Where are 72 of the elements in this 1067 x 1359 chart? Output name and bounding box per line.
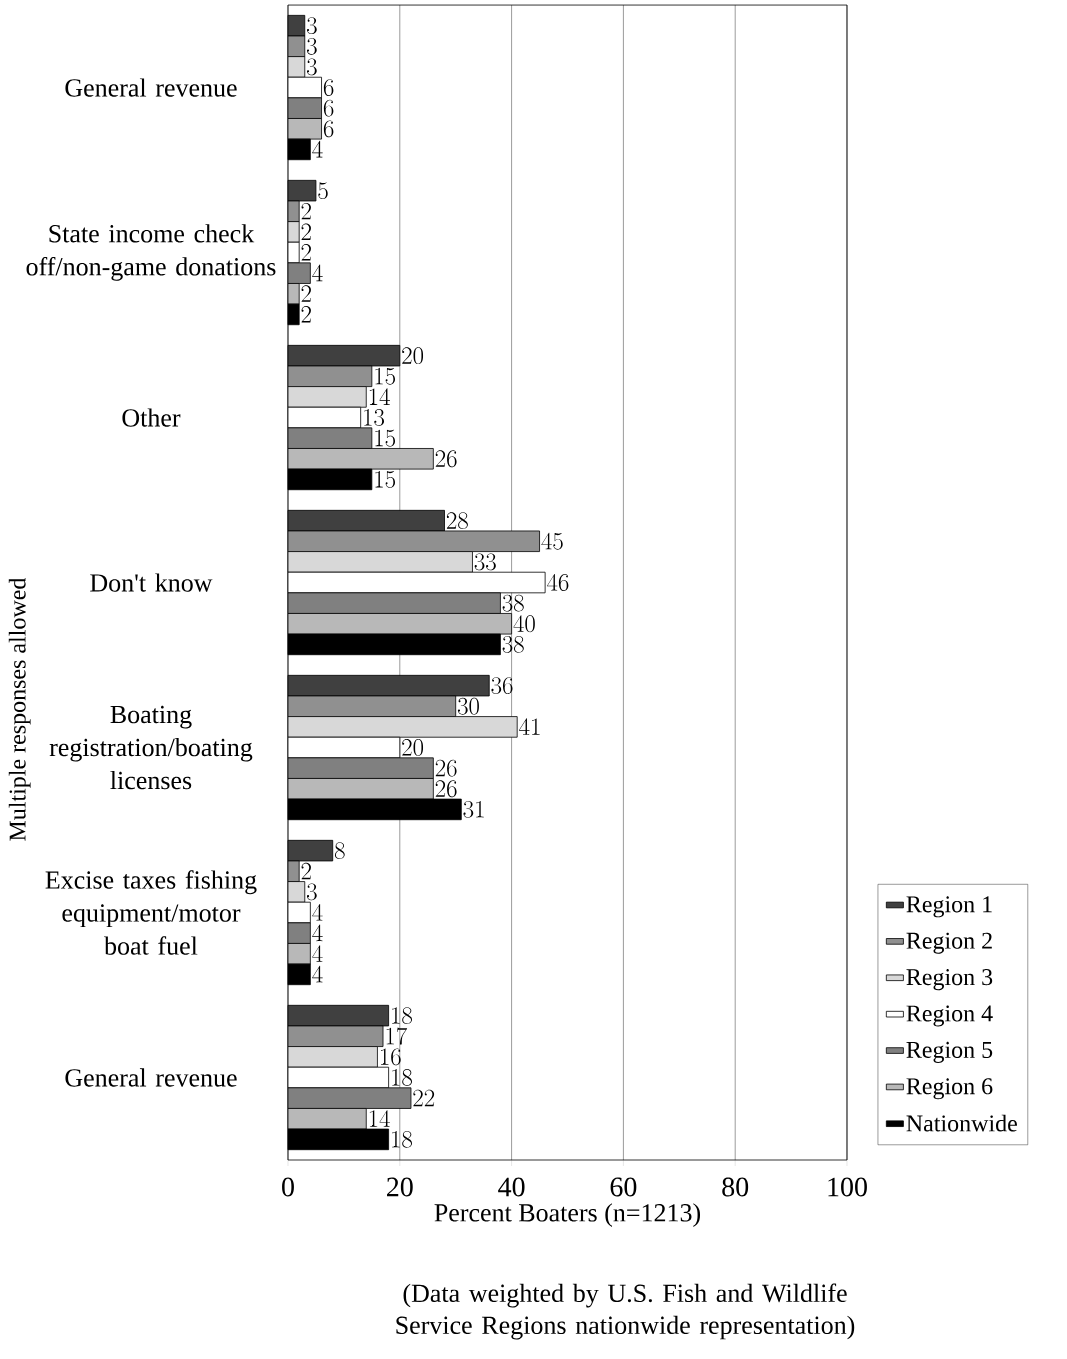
data-label: 4	[312, 140, 323, 158]
x-tick-label: 40	[498, 1177, 525, 1197]
data-label: 28	[446, 512, 468, 530]
legend-label: Region 5	[906, 1041, 993, 1063]
data-label: 2	[301, 202, 311, 220]
data-label: 26	[435, 450, 457, 468]
data-label: 2	[301, 223, 311, 240]
y-tick-label: Other	[122, 408, 181, 427]
x-tick-label: 60	[610, 1177, 637, 1197]
y-tick-label: Excise taxes fishing equipment/motor boat fuel	[45, 870, 257, 955]
data-label: 16	[381, 1048, 401, 1066]
y-axis-title: Multiple responses allowed	[8, 577, 31, 841]
data-label: 2	[301, 244, 311, 261]
legend-label: Nationwide	[906, 1114, 1017, 1132]
data-label: 8	[334, 842, 345, 860]
data-label: 6	[323, 79, 334, 96]
y-tick-label: General revenue	[65, 78, 237, 97]
data-label: 46	[547, 573, 569, 591]
data-label: 15	[375, 470, 396, 488]
data-label: 22	[413, 1089, 435, 1107]
data-label: 20	[402, 739, 424, 756]
data-label: 15	[375, 429, 396, 447]
data-label: 17	[386, 1027, 408, 1045]
data-label: 6	[323, 120, 334, 138]
x-tick-label: 0	[282, 1177, 294, 1197]
legend-label: Region 6	[906, 1078, 993, 1100]
data-label: 30	[457, 697, 479, 715]
data-label: 2	[301, 862, 311, 880]
data-label: 4	[312, 924, 323, 942]
data-label: 18	[392, 1130, 412, 1148]
data-label: 13	[364, 409, 385, 426]
data-label: 3	[306, 37, 317, 55]
data-label: 38	[502, 594, 524, 612]
data-label: 3	[306, 883, 317, 901]
x-axis-title: Percent Boaters (n=1213)	[434, 1203, 701, 1227]
data-label: 36	[491, 677, 513, 695]
data-label: 2	[301, 285, 311, 302]
data-label: 41	[519, 718, 540, 735]
data-label: 15	[375, 367, 396, 385]
legend-label: Region 2	[906, 932, 992, 954]
y-tick-label: State income check off/non-game donations	[26, 224, 276, 281]
data-label: 18	[392, 1069, 412, 1086]
data-label: 40	[513, 615, 535, 633]
data-label: 38	[502, 635, 524, 653]
legend-label: Region 1	[906, 896, 992, 918]
data-label: 2	[301, 306, 311, 323]
y-tick-label: General revenue	[65, 1068, 237, 1087]
legend-label: Region 4	[906, 1005, 993, 1027]
data-label: 18	[392, 1007, 412, 1025]
data-label: 5	[318, 182, 328, 200]
data-label: 14	[369, 1110, 390, 1127]
y-tick-label: Don't know	[90, 573, 213, 592]
data-label: 6	[323, 99, 334, 117]
x-tick-label: 80	[722, 1177, 749, 1197]
data-label: 4	[312, 264, 323, 282]
data-label: 3	[306, 17, 317, 35]
data-label: 45	[541, 532, 563, 550]
x-tick-label: 20	[387, 1177, 413, 1197]
data-label: 26	[435, 759, 457, 777]
data-label: 33	[474, 553, 496, 571]
x-tick-label: 100	[828, 1177, 867, 1197]
data-label: 4	[312, 903, 323, 921]
y-tick-label: Boating registration/boating licenses	[49, 705, 253, 790]
legend-label: Region 3	[906, 969, 993, 991]
text: (Data weighted by U.S. Fish and Wildlife Service Regions nationwide representation)	[396, 1283, 855, 1340]
data-label: 31	[463, 800, 484, 818]
data-label: 26	[435, 780, 457, 798]
data-label: 3	[306, 58, 317, 76]
data-label: 14	[369, 388, 390, 405]
data-label: 4	[312, 965, 323, 983]
data-label: 20	[402, 347, 424, 365]
data-label: 4	[312, 945, 323, 962]
